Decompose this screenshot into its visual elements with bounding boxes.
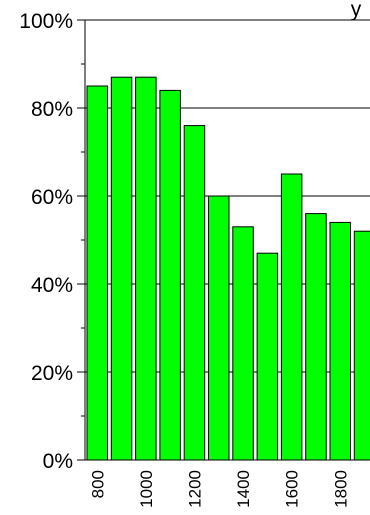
y-tick-label-60: 60% — [31, 186, 73, 209]
x-tick-label-1000: 1000 — [137, 470, 156, 508]
bars — [86, 76, 370, 461]
y-tick-labels: 0% 20% 40% 60% 80% 100% — [19, 10, 73, 473]
x-tick-label-1400: 1400 — [234, 470, 253, 508]
x-tick-labels: 800 1000 1200 1400 1600 1800 — [88, 470, 350, 508]
y-tick-label-100: 100% — [19, 10, 73, 33]
bar-1500 — [256, 252, 279, 461]
y-tick-label-0: 0% — [43, 450, 73, 473]
y-tick-label-20: 20% — [31, 362, 73, 385]
x-tick-label-800: 800 — [88, 470, 107, 498]
bar-800 — [86, 85, 108, 461]
x-tick-label-1800: 1800 — [331, 470, 350, 508]
chart-title: y — [351, 0, 362, 21]
bar-1400 — [232, 226, 254, 461]
axes — [77, 19, 86, 461]
x-tick-label-1600: 1600 — [283, 470, 302, 508]
bar-1200 — [183, 125, 206, 461]
y-tick-label-40: 40% — [31, 274, 73, 297]
bar-1000 — [135, 76, 157, 461]
bar-1100 — [159, 89, 181, 461]
bar-1800 — [329, 221, 351, 461]
bar-1900 — [353, 230, 370, 461]
x-tick-label-1200: 1200 — [185, 470, 204, 508]
bar-1700 — [305, 213, 327, 461]
bar-900 — [110, 76, 133, 461]
bar-1300 — [208, 195, 230, 461]
bar-1600 — [280, 173, 303, 461]
y-tick-label-80: 80% — [31, 98, 73, 121]
